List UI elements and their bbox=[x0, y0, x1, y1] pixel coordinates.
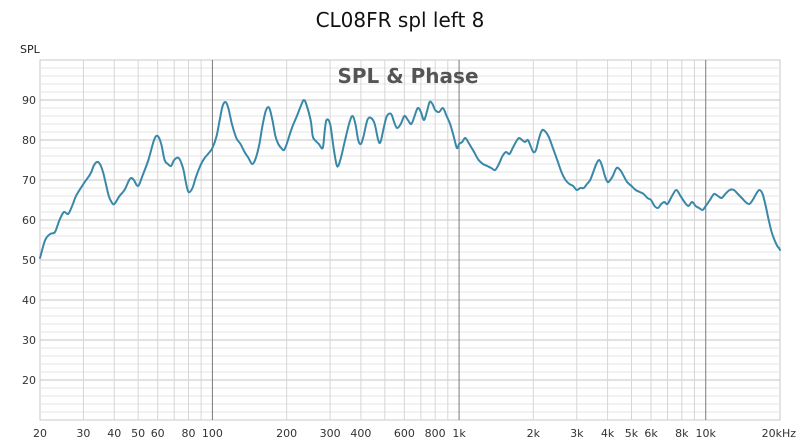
x-tick-label: 80 bbox=[182, 427, 196, 440]
y-tick-label: 30 bbox=[22, 334, 36, 347]
y-axis-ticks: 20 30 40 50 60 70 80 90 bbox=[22, 94, 36, 387]
y-axis-label: SPL bbox=[20, 43, 41, 56]
y-tick-label: 40 bbox=[22, 294, 36, 307]
x-tick-label: 200 bbox=[276, 427, 297, 440]
x-tick-label: 20kHz bbox=[762, 427, 797, 440]
inset-title: SPL & Phase bbox=[337, 64, 478, 88]
x-tick-label: 60 bbox=[151, 427, 165, 440]
series-group bbox=[39, 99, 781, 259]
x-tick-label: 600 bbox=[394, 427, 415, 440]
x-tick-label: 100 bbox=[202, 427, 223, 440]
x-tick-label: 20 bbox=[33, 427, 47, 440]
y-tick-label: 90 bbox=[22, 94, 36, 107]
x-tick-label: 300 bbox=[320, 427, 341, 440]
y-tick-label: 20 bbox=[22, 374, 36, 387]
chart-title: CL08FR spl left 8 bbox=[315, 8, 485, 32]
x-tick-label: 30 bbox=[76, 427, 90, 440]
x-tick-label: 4k bbox=[601, 427, 615, 440]
x-tick-label: 400 bbox=[350, 427, 371, 440]
y-tick-label: 60 bbox=[22, 214, 36, 227]
series-line-0 bbox=[39, 99, 781, 259]
x-tick-label: 40 bbox=[107, 427, 121, 440]
y-tick-label: 70 bbox=[22, 174, 36, 187]
x-tick-label: 800 bbox=[425, 427, 446, 440]
x-tick-label: 10k bbox=[696, 427, 717, 440]
plot-area bbox=[39, 59, 781, 421]
x-tick-label: 50 bbox=[131, 427, 145, 440]
x-tick-label: 3k bbox=[570, 427, 584, 440]
x-tick-label: 2k bbox=[527, 427, 541, 440]
x-axis-ticks: 20 30 40 50 60 80 100 200 300 400 600 800 1k 2k 3k 4k 5k… bbox=[33, 427, 796, 440]
grid bbox=[40, 60, 780, 420]
x-tick-label: 6k bbox=[644, 427, 658, 440]
y-tick-label: 80 bbox=[22, 134, 36, 147]
x-tick-label: 1k bbox=[452, 427, 466, 440]
x-tick-label: 5k bbox=[625, 427, 639, 440]
y-tick-label: 50 bbox=[22, 254, 36, 267]
x-tick-label: 8k bbox=[675, 427, 689, 440]
